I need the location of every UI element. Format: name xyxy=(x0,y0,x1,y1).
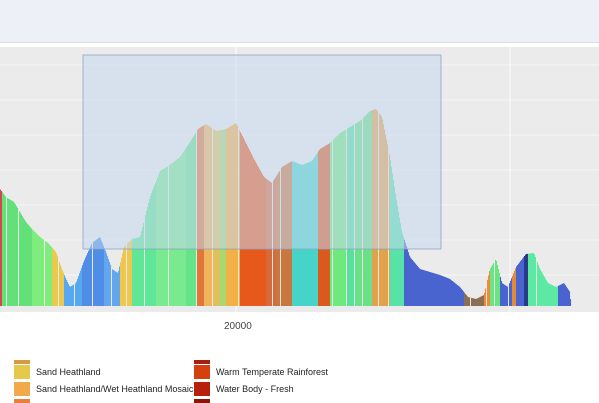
legend-swatch xyxy=(194,382,210,396)
legend-label: Warm Temperate Rainforest xyxy=(216,367,329,377)
brush-selection[interactable] xyxy=(82,54,442,250)
elevation-profile-chart[interactable] xyxy=(0,47,599,312)
top-toolbar xyxy=(0,0,599,43)
legend-swatch-stub xyxy=(194,399,210,403)
legend-swatch-stub xyxy=(14,360,30,364)
legend-swatch-stub xyxy=(14,399,30,403)
legend-item-water-body-fresh[interactable]: Water Body - Fresh xyxy=(194,381,294,397)
legend-label: Water Body - Fresh xyxy=(216,384,294,394)
legend-item-sand-heathland[interactable]: Sand Heathland xyxy=(14,364,101,380)
legend-swatch xyxy=(194,365,210,379)
legend-swatch xyxy=(14,382,30,396)
legend: Sand Heathland Sand Heathland/Wet Heathl… xyxy=(0,360,599,403)
x-tick-label: 20000 xyxy=(224,321,252,332)
legend-label: Sand Heathland xyxy=(36,367,101,377)
legend-item-sand-heathland-mosaic[interactable]: Sand Heathland/Wet Heathland Mosaic xyxy=(14,381,193,397)
legend-swatch xyxy=(14,365,30,379)
legend-label: Sand Heathland/Wet Heathland Mosaic xyxy=(36,384,194,394)
legend-swatch-stub xyxy=(194,360,210,364)
legend-item-warm-temperate-rainforest[interactable]: Warm Temperate Rainforest xyxy=(194,364,328,380)
